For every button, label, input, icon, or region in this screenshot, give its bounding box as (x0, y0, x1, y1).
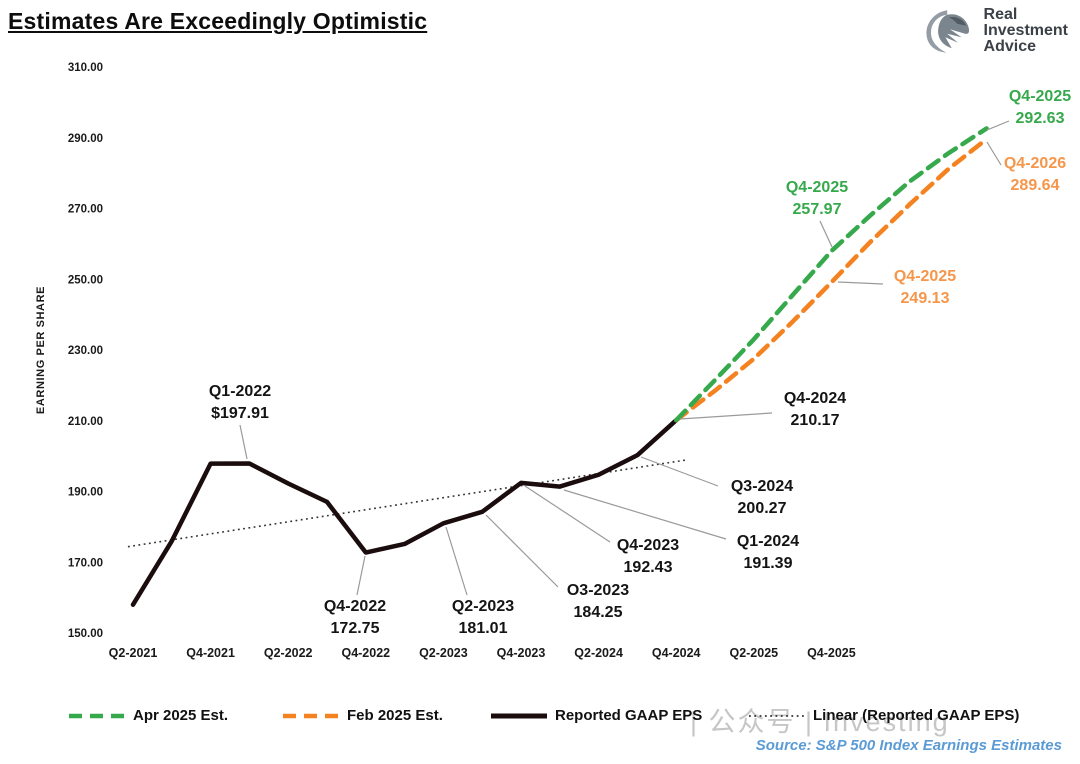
svg-text:Q2-2025: Q2-2025 (729, 646, 778, 660)
svg-text:192.43: 192.43 (624, 559, 673, 576)
svg-text:184.25: 184.25 (574, 604, 623, 621)
svg-text:181.01: 181.01 (459, 620, 508, 637)
legend-item-apr-2025-est: Apr 2025 Est. (68, 707, 228, 724)
svg-text:292.63: 292.63 (1016, 110, 1065, 127)
brand-logo: Real Investment Advice (922, 6, 1068, 56)
svg-text:Q4-2025: Q4-2025 (1009, 88, 1071, 105)
legend-label-feb: Feb 2025 Est. (347, 707, 443, 724)
svg-text:Q4-2023: Q4-2023 (497, 646, 546, 660)
watermark: | 公众号 | Investing (690, 707, 950, 737)
svg-text:Q1-2024: Q1-2024 (737, 533, 799, 550)
svg-text:EARNING PER SHARE: EARNING PER SHARE (35, 286, 47, 414)
legend-line-sample-gaap (491, 713, 547, 718)
svg-text:Q3-2024: Q3-2024 (731, 478, 793, 495)
svg-text:O3-2023: O3-2023 (567, 582, 629, 599)
legend-line-sample-apr (69, 713, 125, 718)
legend-line-sample-feb (283, 713, 339, 718)
svg-text:$197.91: $197.91 (211, 405, 269, 422)
svg-text:Q4-2026: Q4-2026 (1004, 155, 1066, 172)
svg-text:Q1-2022: Q1-2022 (209, 383, 271, 400)
legend-line-sample-linear (749, 714, 805, 717)
page-title: Estimates Are Exceedingly Optimistic (8, 8, 428, 34)
legend-label-linear: Linear (Reported GAAP EPS) (813, 707, 1020, 724)
svg-text:Q4-2022: Q4-2022 (324, 598, 386, 615)
legend-label-gaap: Reported GAAP EPS (555, 707, 703, 724)
svg-text:172.75: 172.75 (331, 620, 380, 637)
source-caption: Source: S&P 500 Index Earnings Estimates (755, 737, 1062, 754)
svg-text:170.00: 170.00 (68, 557, 103, 569)
legend-label-apr: Apr 2025 Est. (133, 707, 229, 724)
svg-text:210.00: 210.00 (68, 416, 103, 428)
logo-text-line2: Investment (983, 21, 1068, 39)
logo-text-line1: Real (983, 5, 1018, 23)
svg-text:210.17: 210.17 (791, 412, 840, 429)
svg-text:Q4-2024: Q4-2024 (784, 390, 846, 407)
svg-text:Q2-2024: Q2-2024 (574, 646, 623, 660)
svg-text:200.27: 200.27 (738, 500, 787, 517)
legend-item-reported-gaap-eps: Reported GAAP EPS (490, 707, 702, 724)
svg-text:191.39: 191.39 (744, 555, 793, 572)
svg-text:Q4-2025: Q4-2025 (894, 268, 956, 285)
svg-text:Q4-2023: Q4-2023 (617, 537, 679, 554)
svg-text:Q4-2025: Q4-2025 (807, 646, 856, 660)
eagle-logo-icon (925, 10, 969, 53)
svg-text:270.00: 270.00 (68, 204, 103, 216)
svg-text:Q4-2021: Q4-2021 (186, 646, 235, 660)
brand-logo-text: Real Investment Advice (983, 5, 1068, 56)
svg-text:289.64: 289.64 (1011, 177, 1060, 194)
svg-text:230.00: 230.00 (68, 345, 103, 357)
svg-text:249.13: 249.13 (901, 290, 950, 307)
svg-text:310.00: 310.00 (68, 62, 103, 74)
svg-text:290.00: 290.00 (68, 133, 103, 145)
svg-text:Q2-2021: Q2-2021 (109, 646, 158, 660)
svg-text:257.97: 257.97 (793, 201, 842, 218)
svg-text:Q2-2023: Q2-2023 (419, 646, 468, 660)
legend-item-linear-trend: Linear (Reported GAAP EPS) (748, 707, 1019, 724)
svg-text:190.00: 190.00 (68, 487, 103, 499)
legend-item-feb-2025-est: Feb 2025 Est. (282, 707, 443, 724)
svg-text:Q4-2024: Q4-2024 (652, 646, 701, 660)
svg-text:Q2-2022: Q2-2022 (264, 646, 313, 660)
svg-text:Q2-2023: Q2-2023 (452, 598, 514, 615)
svg-text:Q4-2025: Q4-2025 (786, 179, 848, 196)
svg-text:150.00: 150.00 (68, 628, 103, 640)
svg-text:250.00: 250.00 (68, 274, 103, 286)
eps-line-chart: 150.00 170.00 190.00 210.00 230.00 250.00 270.… (35, 62, 1071, 660)
logo-text-line3: Advice (983, 38, 1036, 56)
svg-text:Q4-2022: Q4-2022 (341, 646, 390, 660)
